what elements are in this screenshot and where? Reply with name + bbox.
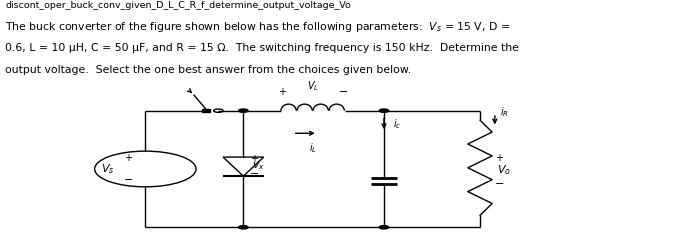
Text: $i_c$: $i_c$: [393, 117, 401, 131]
Circle shape: [379, 226, 389, 229]
Text: +: +: [495, 153, 503, 163]
Text: −: −: [495, 179, 504, 189]
Circle shape: [239, 226, 248, 229]
Text: $V_s$: $V_s$: [101, 162, 115, 176]
Text: +: +: [250, 154, 258, 164]
Text: output voltage.  Select the one best answer from the choices given below.: output voltage. Select the one best answ…: [5, 65, 412, 75]
Text: discont_oper_buck_conv_given_D_L_C_R_f_determine_output_voltage_Vo: discont_oper_buck_conv_given_D_L_C_R_f_d…: [5, 1, 351, 10]
Text: $V_o$: $V_o$: [497, 163, 511, 177]
Text: 0.6, L = 10 μH, C = 50 μF, and R = 15 Ω.  The switching frequency is 150 kHz.  D: 0.6, L = 10 μH, C = 50 μF, and R = 15 Ω.…: [5, 43, 519, 53]
Text: +: +: [124, 153, 132, 163]
Text: $i_L$: $i_L$: [309, 142, 316, 155]
Text: $v_x$: $v_x$: [252, 161, 264, 173]
Circle shape: [379, 109, 389, 112]
Bar: [202, 109, 210, 112]
Text: −: −: [339, 87, 348, 97]
Text: +: +: [278, 87, 286, 97]
Text: $V_L$: $V_L$: [307, 79, 318, 93]
Text: The buck converter of the figure shown below has the following parameters:  $V_s: The buck converter of the figure shown b…: [5, 20, 510, 34]
Circle shape: [239, 109, 248, 112]
Text: −: −: [250, 169, 260, 179]
Text: $i_R$: $i_R$: [500, 105, 509, 119]
Text: −: −: [124, 175, 133, 185]
